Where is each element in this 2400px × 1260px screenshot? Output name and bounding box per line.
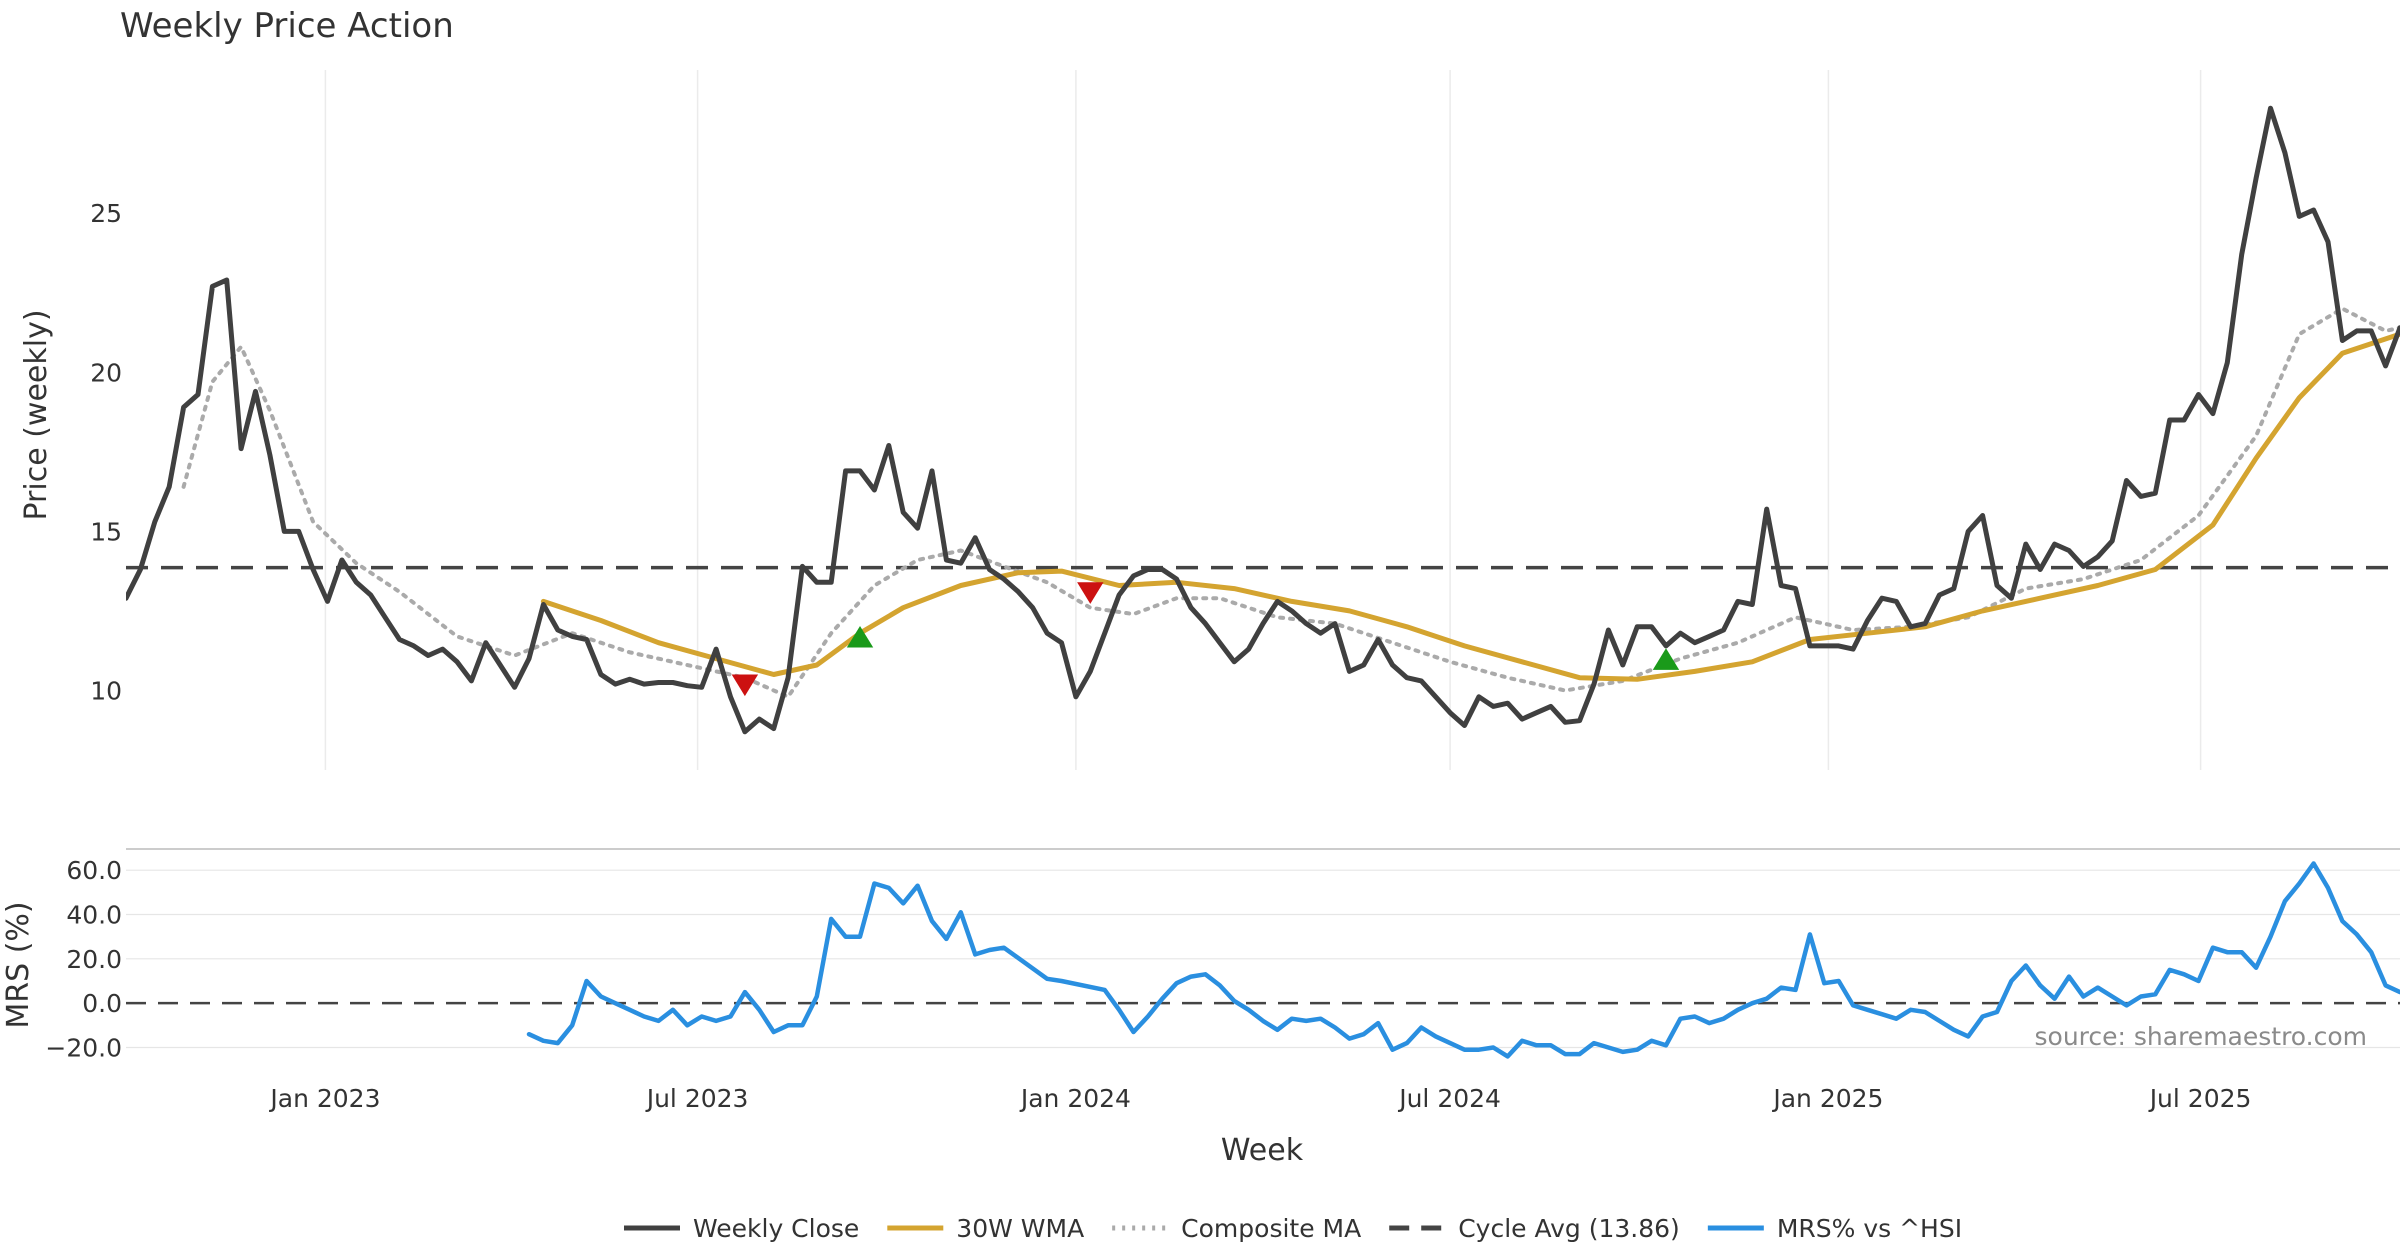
legend-label: 30W WMA	[956, 1214, 1084, 1243]
chart-title: Weekly Price Action	[120, 6, 454, 46]
price-y-tick-label: 20	[90, 358, 122, 387]
weekly-close-line	[126, 105, 2400, 735]
legend-item: Composite MA	[1112, 1214, 1361, 1243]
price-series	[126, 105, 2400, 735]
x-tick-label: Jul 2025	[2148, 1084, 2252, 1113]
mrs-y-axis-label: MRS (%)	[1, 901, 36, 1028]
price-y-tick-label: 10	[90, 676, 122, 705]
30w-wma-line	[540, 331, 2400, 682]
mrs-panel: −20.0 0.0 20.0 40.0 60.0 MRS (%) source: sha…	[1, 848, 2400, 1062]
mrs-y-tick-label: 60.0	[66, 856, 122, 885]
price-y-tick-label: 15	[90, 517, 122, 546]
price-y-axis: 10 15 20 25	[90, 199, 122, 705]
buy-signal-marker	[1652, 648, 1680, 670]
price-panel: 10 15 20 25 Price (weekly)	[19, 70, 2400, 770]
signal-markers	[731, 582, 1680, 697]
legend: Weekly Close 30W WMA Composite MA Cycle Avg…	[624, 1214, 1962, 1243]
price-y-tick-label: 25	[90, 199, 122, 228]
mrs-series	[526, 861, 2400, 1059]
price-gridlines	[324, 70, 2202, 770]
x-tick-label: Jul 2023	[645, 1084, 749, 1113]
mrs-y-tick-label: −20.0	[45, 1033, 122, 1062]
x-tick-label: Jul 2024	[1397, 1084, 1501, 1113]
x-tick-label: Jan 2025	[1771, 1084, 1883, 1113]
x-axis: Jan 2023 Jul 2023 Jan 2024 Jul 2024 Jan 2025…	[268, 1084, 2251, 1113]
price-y-axis-label: Price (weekly)	[19, 309, 54, 520]
buy-signal-marker	[846, 625, 874, 648]
mrs-gridlines	[126, 869, 2400, 1049]
mrs-y-axis: −20.0 0.0 20.0 40.0 60.0	[45, 856, 122, 1062]
source-annotation: source: sharemaestro.com	[2035, 1022, 2368, 1051]
sell-signal-marker	[1077, 582, 1104, 604]
sell-signal-marker	[731, 674, 759, 697]
x-axis-label: Week	[1221, 1133, 1304, 1168]
mrs-y-tick-label: 20.0	[66, 945, 122, 974]
mrs-y-tick-label: 0.0	[82, 989, 122, 1018]
legend-item: MRS% vs ^HSI	[1707, 1214, 1962, 1243]
legend-label: Weekly Close	[693, 1214, 859, 1243]
x-tick-label: Jan 2024	[1019, 1084, 1131, 1113]
composite-ma-line	[181, 306, 2400, 699]
x-tick-label: Jan 2023	[268, 1084, 380, 1113]
legend-label: MRS% vs ^HSI	[1777, 1214, 1962, 1243]
legend-item: 30W WMA	[887, 1214, 1084, 1243]
legend-label: Composite MA	[1181, 1214, 1361, 1243]
legend-item: Cycle Avg (13.86)	[1389, 1214, 1680, 1243]
legend-item: Weekly Close	[624, 1214, 859, 1243]
legend-label: Cycle Avg (13.86)	[1458, 1214, 1680, 1243]
mrs-line	[526, 861, 2400, 1059]
mrs-y-tick-label: 40.0	[66, 900, 122, 929]
